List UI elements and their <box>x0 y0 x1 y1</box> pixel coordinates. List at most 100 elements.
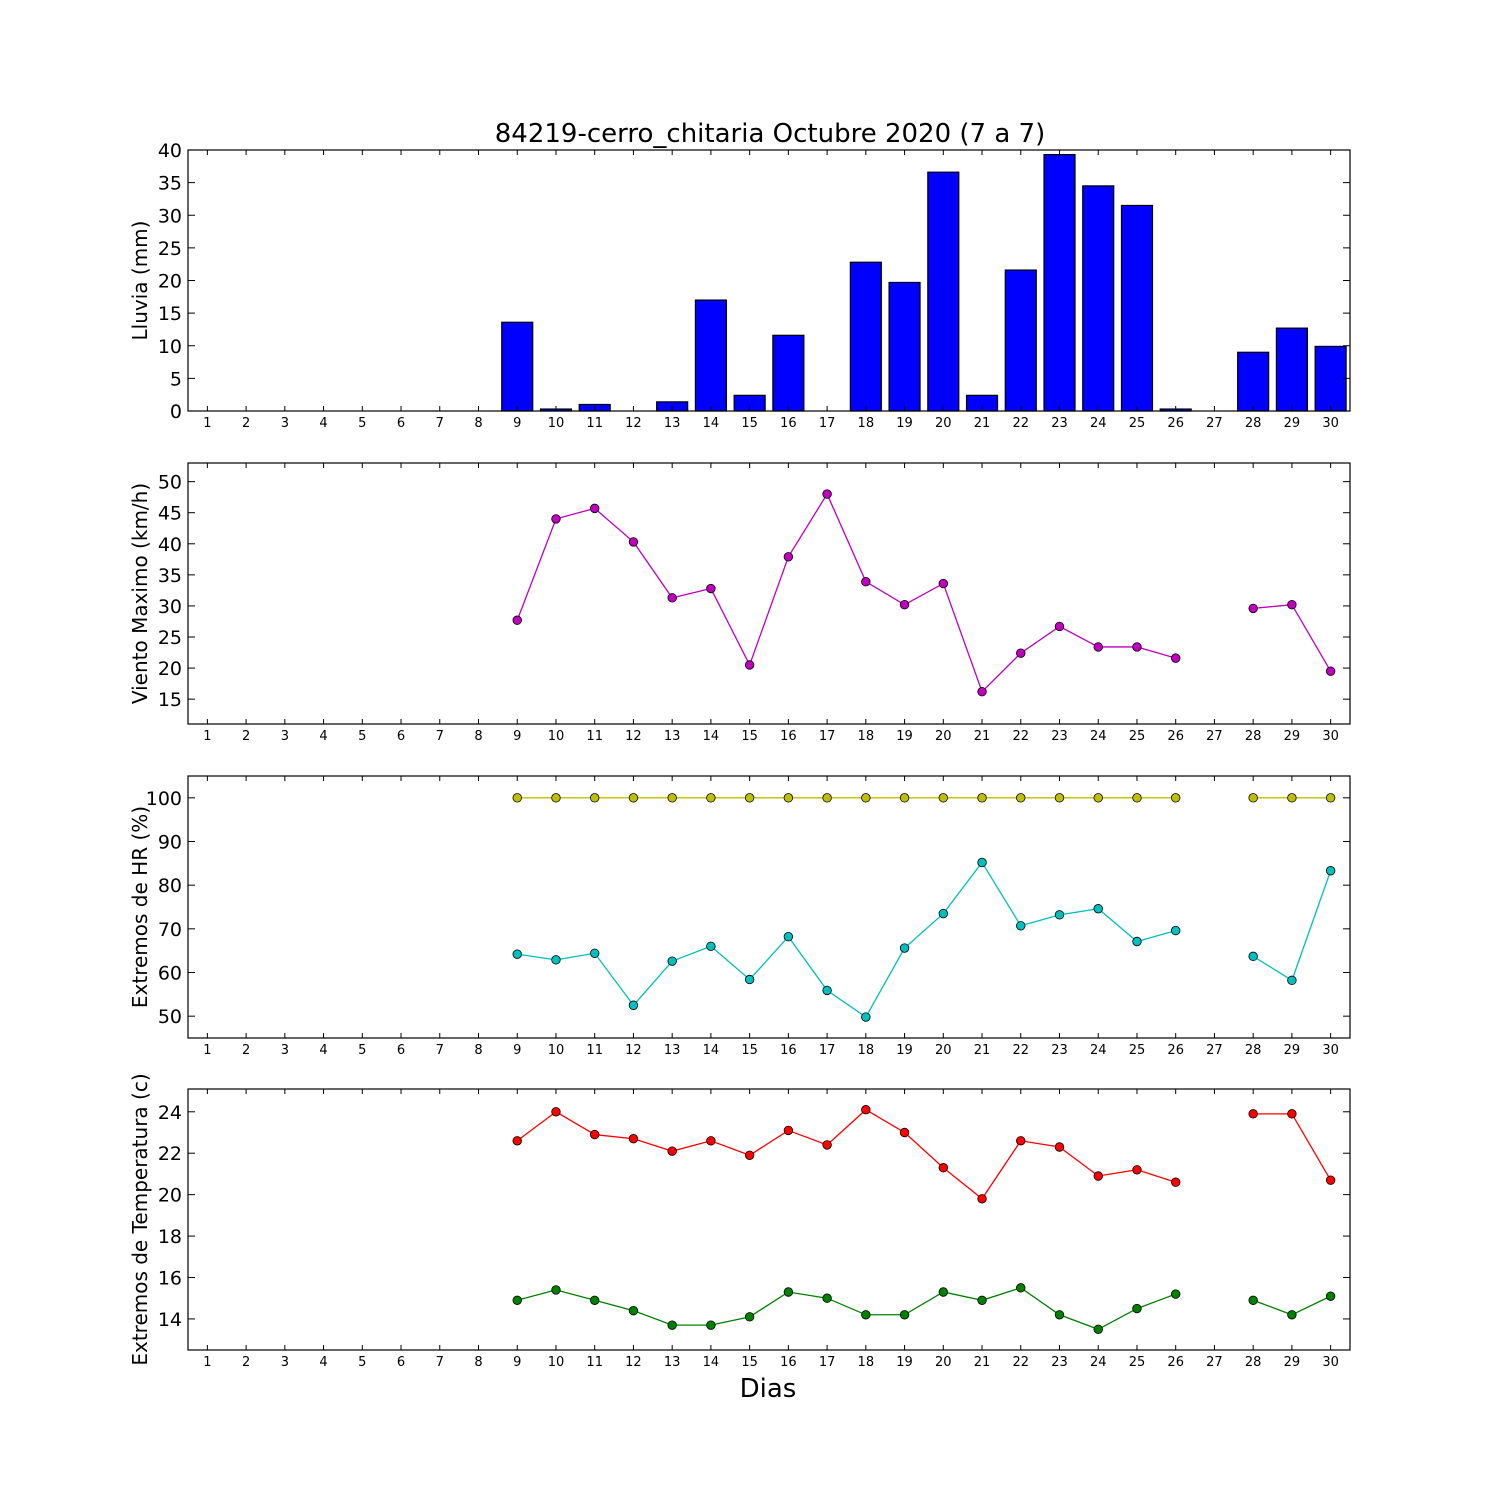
data-point <box>667 793 677 803</box>
data-point <box>861 1012 871 1022</box>
data-point <box>590 503 600 514</box>
y-tick-label: 24 <box>158 1102 182 1124</box>
data-point <box>1248 603 1258 614</box>
x-tick-label: 19 <box>896 1043 913 1058</box>
x-tick-label: 28 <box>1245 416 1262 431</box>
plot-frame <box>187 775 1351 1039</box>
x-tick-label: 25 <box>1129 729 1146 744</box>
data-point <box>1016 1136 1026 1146</box>
x-tick-label: 8 <box>474 1043 482 1058</box>
data-point <box>706 941 716 952</box>
y-axis-label: Lluvia (mm) <box>128 221 152 341</box>
x-tick-label: 25 <box>1129 1355 1146 1370</box>
y-axis-label: Extremos de Temperatura (c) <box>128 1073 152 1365</box>
x-tick-label: 11 <box>586 416 603 431</box>
data-point <box>1132 936 1142 947</box>
x-tick-label: 1 <box>203 729 211 744</box>
y-tick-label: 22 <box>158 1143 182 1165</box>
data-point <box>1016 648 1026 658</box>
x-tick-label: 7 <box>436 1043 444 1058</box>
y-tick-label: 20 <box>158 658 182 680</box>
x-tick-label: 17 <box>819 416 836 431</box>
data-point <box>706 1136 716 1146</box>
x-tick-label: 15 <box>741 1043 758 1058</box>
y-tick-label: 100 <box>146 788 182 810</box>
data-point <box>1054 1310 1065 1320</box>
data-point <box>628 1305 639 1316</box>
plot-frame <box>187 149 1351 412</box>
data-point <box>1016 1283 1026 1293</box>
data-point <box>512 949 522 959</box>
x-tick-label: 28 <box>1245 729 1262 744</box>
data-point <box>512 1136 522 1146</box>
x-tick-label: 27 <box>1206 1043 1223 1058</box>
y-tick-label: 45 <box>158 503 182 525</box>
data-point <box>667 593 677 603</box>
y-tick-label: 15 <box>158 303 182 325</box>
data-point <box>1287 1310 1297 1320</box>
data-point <box>667 956 677 966</box>
data-point <box>744 793 755 803</box>
data-point <box>512 793 522 803</box>
x-tick-label: 28 <box>1245 1355 1262 1370</box>
x-tick-label: 11 <box>586 1043 603 1058</box>
data-point <box>861 576 871 587</box>
x-tick-label: 3 <box>281 1043 289 1058</box>
data-point <box>1325 1175 1336 1185</box>
x-tick-label: 27 <box>1206 1355 1223 1370</box>
x-tick-label: 20 <box>935 1355 952 1370</box>
data-point <box>512 1295 522 1305</box>
x-tick-label: 2 <box>242 729 250 744</box>
y-tick-label: 50 <box>158 472 182 494</box>
data-point <box>1054 910 1065 920</box>
data-point <box>551 1285 561 1295</box>
data-point <box>590 793 600 803</box>
y-tick-label: 25 <box>158 238 182 260</box>
x-tick-label: 20 <box>935 416 952 431</box>
y-tick-label: 18 <box>158 1226 182 1248</box>
x-tick-label: 15 <box>741 729 758 744</box>
x-tick-label: 2 <box>242 416 250 431</box>
data-point <box>1170 793 1181 803</box>
data-point <box>706 793 716 803</box>
x-tick-label: 15 <box>741 1355 758 1370</box>
plot-frame <box>187 1088 1351 1351</box>
y-tick-label: 20 <box>158 1185 182 1207</box>
data-point <box>977 857 987 868</box>
data-point <box>899 943 910 953</box>
x-tick-label: 13 <box>664 1043 681 1058</box>
y-tick-label: 20 <box>158 271 182 293</box>
data-point <box>899 1310 910 1320</box>
x-tick-label: 13 <box>664 1355 681 1370</box>
data-point <box>861 1105 871 1115</box>
data-point <box>1054 793 1065 803</box>
x-tick-label: 17 <box>819 1043 836 1058</box>
x-tick-label: 4 <box>319 1043 327 1058</box>
x-tick-label: 29 <box>1284 1043 1301 1058</box>
x-tick-label: 9 <box>513 1043 521 1058</box>
rain-bar <box>1082 185 1115 412</box>
data-point <box>783 931 794 942</box>
x-tick-label: 22 <box>1012 1043 1029 1058</box>
rain-bar <box>501 321 534 412</box>
series-line-2 <box>517 861 1176 1018</box>
data-point <box>1093 904 1103 914</box>
x-tick-label: 20 <box>935 729 952 744</box>
data-point <box>706 583 716 594</box>
x-tick-label: 12 <box>625 1043 642 1058</box>
x-tick-label: 12 <box>625 416 642 431</box>
x-tick-label: 12 <box>625 1355 642 1370</box>
x-tick-label: 27 <box>1206 729 1223 744</box>
x-tick-label: 24 <box>1090 1043 1107 1058</box>
x-tick-label: 17 <box>819 1355 836 1370</box>
x-tick-label: 11 <box>586 729 603 744</box>
x-tick-label: 5 <box>358 729 366 744</box>
x-tick-label: 2 <box>242 1043 250 1058</box>
x-tick-label: 3 <box>281 1355 289 1370</box>
rain-bar <box>888 281 921 412</box>
x-tick-label: 7 <box>436 729 444 744</box>
data-point <box>1132 1165 1142 1175</box>
series-line-1 <box>1253 603 1332 672</box>
x-tick-label: 8 <box>474 1355 482 1370</box>
x-tick-label: 7 <box>436 416 444 431</box>
